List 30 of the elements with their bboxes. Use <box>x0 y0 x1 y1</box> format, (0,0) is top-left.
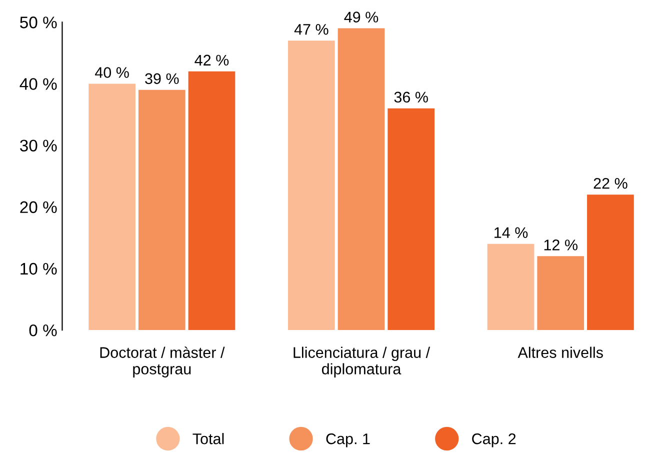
data-label: 49 % <box>344 12 378 22</box>
bar <box>138 90 186 330</box>
bar <box>88 84 136 330</box>
data-label: 14 % <box>494 227 528 238</box>
y-tick-label: 50 % <box>20 16 57 28</box>
bar <box>288 40 335 330</box>
data-label: 40 % <box>95 67 129 78</box>
y-tick-label: 10 % <box>20 262 57 275</box>
data-label: 22 % <box>594 178 628 189</box>
y-tick-label: 0 % <box>29 324 57 336</box>
data-label: 42 % <box>194 54 229 66</box>
x-tick-label: Llicenciatura / grau / diplomatura <box>294 346 430 378</box>
bar <box>388 108 435 330</box>
data-label: 12 % <box>544 240 578 250</box>
legend-label: Total <box>192 433 224 444</box>
y-tick-label: 40 % <box>20 78 57 90</box>
legend-label: Cap. 1 <box>326 433 370 448</box>
bar <box>188 71 236 330</box>
bar <box>587 194 634 330</box>
y-tick-label: 20 % <box>20 201 57 214</box>
data-label: 47 % <box>294 24 328 35</box>
legend-label: Cap. 2 <box>472 433 516 448</box>
data-label: 39 % <box>145 73 179 84</box>
data-label: 36 % <box>394 92 428 103</box>
x-tick-label: Altres nivells <box>518 346 603 358</box>
x-tick-label: Doctorat / màster / postgrau <box>100 346 225 378</box>
bar <box>537 256 584 330</box>
bar <box>487 244 534 330</box>
bar <box>338 28 385 330</box>
y-tick-label: 30 % <box>20 140 57 152</box>
